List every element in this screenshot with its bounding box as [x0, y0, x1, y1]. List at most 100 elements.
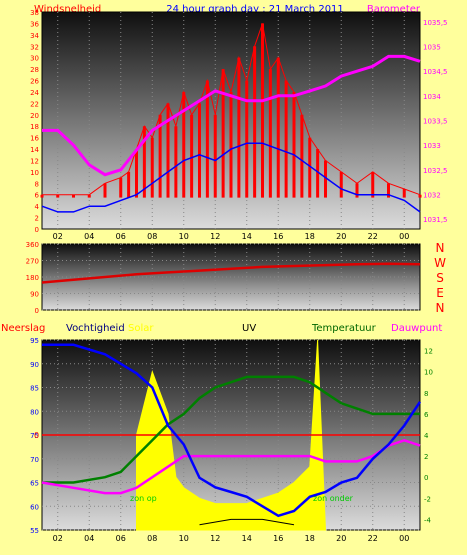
x-tick-label: 04 — [84, 232, 94, 240]
wind-y-tick-label: 34 — [30, 32, 39, 40]
wind-avg-line — [41, 142, 421, 213]
uv-line — [199, 518, 295, 526]
baro-tick-label: 1035,5 — [423, 19, 448, 27]
baro-tick-label: 1033,5 — [423, 118, 448, 126]
x-tick-label: 14 — [242, 232, 252, 240]
humidity-tick-label: 70 — [30, 456, 39, 464]
wind-y-tick-label: 38 — [30, 9, 39, 17]
x-tick-label: 12 — [210, 534, 220, 543]
lower-legend: Neerslag Vochtigheid Solar UV Temperatuu… — [0, 318, 467, 340]
x-tick-label: 00 — [399, 534, 409, 543]
wind-y-tick-label: 12 — [30, 157, 39, 165]
humidity-tick-label: 55 — [30, 527, 39, 535]
dauwpunt-label: Dauwpunt — [391, 323, 442, 334]
wind-y-tick-label: 16 — [30, 135, 39, 143]
x-tick-label: 18 — [305, 534, 315, 543]
x-tick-label: 16 — [273, 232, 283, 240]
wind-y-tick-label: 2 — [35, 215, 39, 223]
x-tick-label: 08 — [147, 534, 157, 543]
uv-label: UV — [242, 323, 256, 334]
wind-y-tick-label: 6 — [35, 192, 40, 200]
neerslag-label: Neerslag — [1, 323, 45, 334]
x-tick-label: 18 — [305, 232, 315, 240]
humidity-tick-label: 60 — [30, 503, 39, 511]
sunset-label: zon onder — [313, 494, 354, 503]
temperature-tick-label: 12 — [424, 348, 433, 356]
compass-label: N — [436, 241, 445, 255]
x-tick-label: 06 — [116, 534, 126, 543]
humidity-tick-label: 65 — [30, 480, 39, 488]
temperature-line — [42, 375, 420, 484]
humidity-tick-label: 95 — [30, 338, 39, 345]
wind-y-tick-label: 14 — [30, 146, 39, 154]
direction-tick-label: 270 — [26, 258, 39, 266]
temperature-tick-label: -2 — [424, 495, 431, 503]
baro-tick-label: 1031,5 — [423, 216, 448, 224]
x-tick-label: 14 — [242, 534, 252, 543]
x-tick-label: 12 — [210, 232, 220, 240]
x-tick-label: 22 — [368, 534, 378, 543]
temperature-tick-label: 10 — [424, 369, 433, 377]
x-tick-label: 20 — [336, 534, 346, 543]
temperature-tick-label: 6 — [424, 411, 429, 419]
humidity-tick-label: 90 — [30, 361, 39, 369]
chart-header: Windsnelheid 24 hour graph day : 21 Marc… — [0, 0, 467, 15]
x-tick-label: 04 — [84, 534, 94, 543]
x-tick-label: 20 — [336, 232, 346, 240]
x-tick-label: 02 — [53, 232, 63, 240]
x-tick-label: 22 — [368, 232, 378, 240]
wind-y-tick-label: 4 — [35, 203, 40, 211]
x-tick-label: 10 — [179, 534, 189, 543]
wind-y-tick-label: 24 — [30, 89, 39, 97]
humidity-tick-label: 75 — [30, 432, 39, 440]
barometer-line — [42, 54, 421, 177]
temperature-tick-label: 2 — [424, 453, 428, 461]
humidity-tick-label: 85 — [30, 385, 39, 393]
x-tick-label: 06 — [116, 232, 126, 240]
compass-label: N — [436, 301, 445, 315]
direction-tick-label: 360 — [26, 241, 39, 249]
wind-y-tick-label: 8 — [35, 180, 39, 188]
windsnelheid-label: Windsnelheid — [34, 4, 101, 15]
chart-title: 24 hour graph day : 21 March 2011 — [166, 4, 344, 15]
wind-y-tick-label: 18 — [30, 123, 39, 131]
wind-y-tick-label: 20 — [30, 112, 39, 120]
solar-label: Solar — [128, 323, 154, 334]
barometer-label: Barometer — [367, 4, 421, 15]
x-tick-label: 00 — [399, 232, 409, 240]
wind-y-tick-label: 10 — [30, 169, 39, 177]
dewpoint-line — [41, 438, 421, 495]
humidity-line — [42, 343, 422, 518]
temperatuur-label: Temperatuur — [311, 323, 377, 334]
baro-tick-label: 1034,5 — [423, 68, 448, 76]
wind-y-tick-label: 36 — [30, 20, 39, 28]
compass-label: W — [434, 256, 446, 270]
direction-tick-label: 90 — [30, 291, 39, 299]
wind-barometer-chart: 02 4 6 8 10 12 14 16 18 20 22 24 26 28 30 32 34 36 38 1031… — [30, 9, 448, 240]
wind-direction-line — [41, 262, 421, 284]
temperature-tick-label: 0 — [424, 474, 428, 482]
wind-y-tick-label: 28 — [30, 66, 39, 74]
baro-tick-label: 1035 — [423, 44, 441, 52]
x-tick-label: 10 — [179, 232, 189, 240]
baro-tick-label: 1034 — [423, 93, 441, 101]
compass-label: E — [436, 286, 444, 300]
rain-value-label: 0 — [34, 431, 39, 440]
wind-gust-line — [42, 23, 421, 196]
temperature-tick-label: -4 — [424, 516, 432, 524]
compass-label: S — [436, 271, 444, 285]
wind-y-tick-label: 22 — [30, 100, 39, 108]
temperature-tick-label: 4 — [424, 432, 429, 440]
direction-tick-label: 180 — [26, 274, 39, 282]
x-tick-label: 02 — [53, 534, 63, 543]
baro-tick-label: 1032 — [423, 191, 441, 199]
wind-y-tick-label: 30 — [30, 55, 39, 63]
direction-tick-label: 0 — [35, 307, 39, 315]
temperature-tick-label: 8 — [424, 390, 428, 398]
vochtigheid-label: Vochtigheid — [66, 323, 125, 334]
wind-y-tick-label: 26 — [30, 78, 39, 86]
sunrise-label: zon op — [130, 494, 157, 503]
wind-y-tick-label: 32 — [30, 43, 39, 51]
